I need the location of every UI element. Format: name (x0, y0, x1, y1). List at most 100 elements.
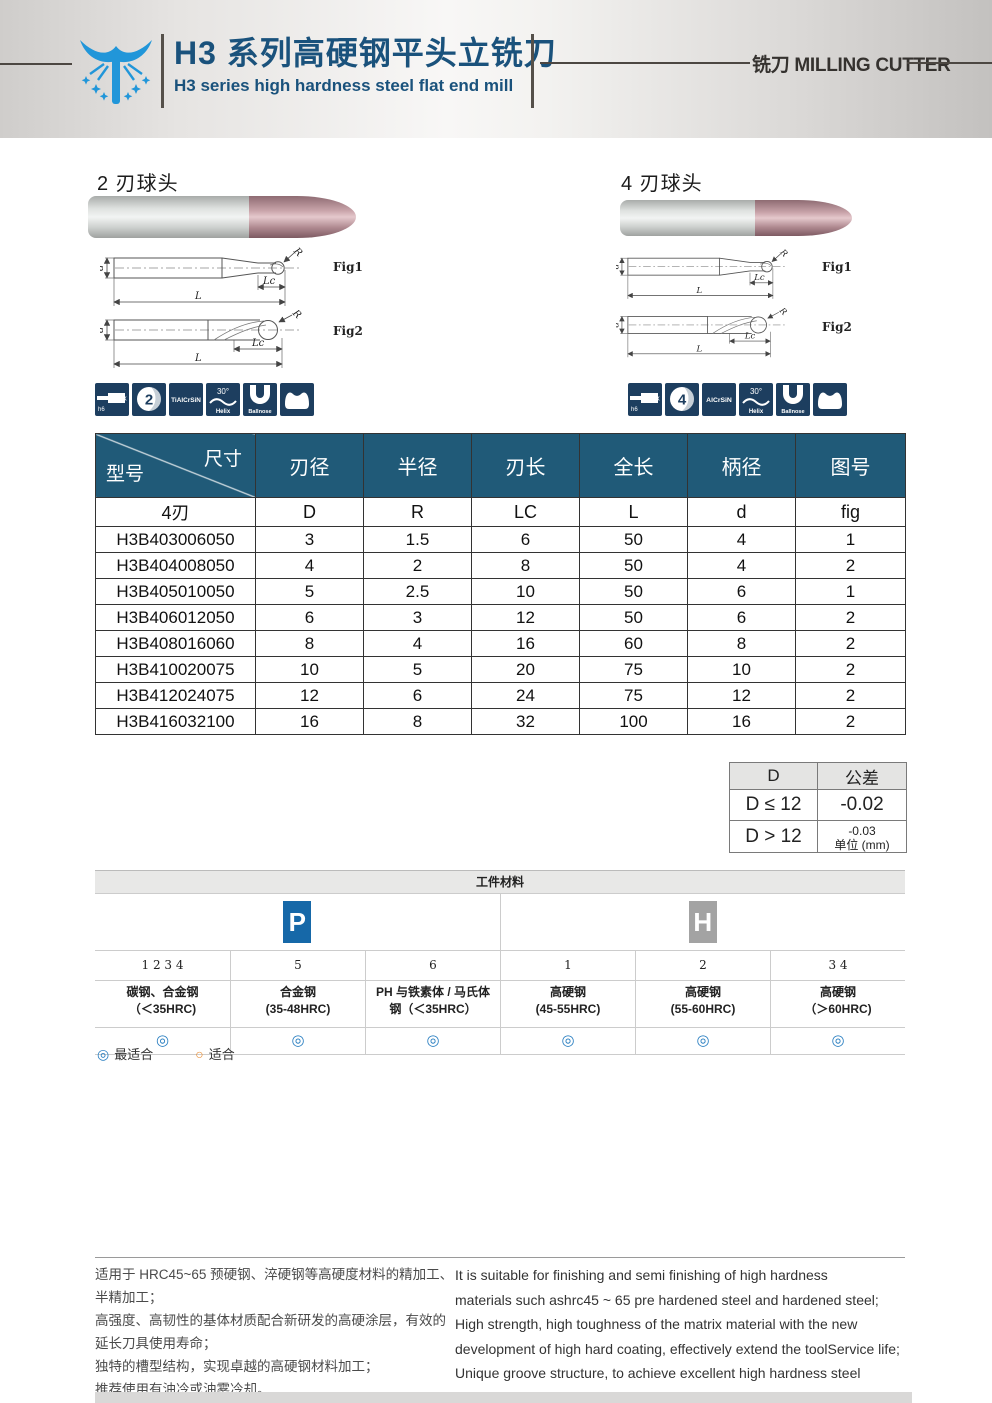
material-name-line1: 高硬钢 (549, 985, 586, 999)
helix-angle: 30° (217, 387, 229, 396)
dimension-drawing-fig1: d R Lc L Fig1 (100, 246, 390, 312)
value-cell: 50 (579, 552, 688, 579)
value-cell: 4 (687, 552, 796, 579)
dim-label-lc: Lc (744, 331, 756, 341)
subheader-cell: d (687, 497, 796, 527)
helix-angle: 30° (750, 387, 762, 396)
value-cell: 6 (363, 682, 472, 709)
model-cell: H3B403006050 (95, 526, 256, 553)
material-name-row: 碳钢、合金钢 （＜35HRC) 合金钢 (35-48HRC) PH 与铁素体 /… (95, 981, 905, 1028)
description-chinese: 适用于 HRC45~65 预硬钢、淬硬钢等高硬度材料的精加工、 半精加工； 高强… (95, 1263, 467, 1401)
value-cell: 16 (471, 630, 580, 657)
table-row: H3B416032100 16 8 32 100 16 2 (95, 708, 906, 735)
suitable-label: 适合 (208, 1047, 235, 1062)
table-row: D ≤ 12 -0.02 (729, 789, 907, 821)
description-english: It is suitable for finishing and semi fi… (455, 1263, 925, 1403)
suitability-mark: ◎ (155, 1032, 170, 1049)
profile-shape-icon (280, 383, 314, 416)
value-cell: 32 (471, 708, 580, 735)
material-name: 高硬钢 (55-60HRC) (635, 981, 770, 1027)
value-cell: 12 (687, 682, 796, 709)
description-line: 半精加工； (95, 1290, 163, 1305)
material-name: PH 与铁素体 / 马氏体 钢（＜35HRC） (365, 981, 500, 1027)
dim-label-l: L (696, 285, 703, 295)
suitability-mark: ◎ (635, 1028, 770, 1054)
spec-subheader-row: 4刃 D R LC L d fig (95, 497, 906, 527)
category-left-rule (540, 62, 750, 64)
table-row: H3B408016060 8 4 16 60 8 2 (95, 630, 906, 657)
helix-angle-icon: 30° Helix (739, 383, 773, 416)
material-name-line2: （＞60HRC) (804, 1002, 872, 1016)
profile-shape-icon (813, 383, 847, 416)
table-row: H3B403006050 3 1.5 6 50 4 1 (95, 526, 906, 553)
material-suitability-row: ◎ ◎ ◎ ◎ ◎ ◎ (95, 1028, 905, 1055)
description-line: High strength, high toughness of the mat… (455, 1316, 858, 1332)
value-cell: 10 (255, 656, 364, 683)
value-cell: 5 (255, 578, 364, 605)
value-cell: 16 (255, 708, 364, 735)
suitable-symbol: ○ (195, 1046, 204, 1062)
flute-count: 4 (678, 392, 687, 409)
spec-header-row: 型号 尺寸 刃径 半径 刃长 全长 柄径 图号 (95, 433, 906, 498)
model-cell: H3B404008050 (95, 552, 256, 579)
material-name-line1: 高硬钢 (684, 985, 721, 999)
dimension-drawing-fig2: d R Lc L Fig2 (616, 308, 866, 364)
subheader-cell: 4刃 (95, 497, 256, 527)
best-fit-symbol: ◎ (97, 1046, 110, 1062)
dim-label-l: L (194, 353, 202, 364)
value-cell: 8 (687, 630, 796, 657)
helix-label: Helix (749, 409, 764, 415)
material-group-h: H (499, 894, 906, 950)
subheader-cell: D (255, 497, 364, 527)
fig2-label: Fig2 (822, 320, 852, 334)
col-header-flute-length: 刃长 (471, 433, 580, 498)
dim-label-d: d (100, 265, 106, 271)
page-header: H3 系列高硬钢平头立铣刀 H3 series high hardness st… (0, 0, 992, 138)
value-cell: 6 (255, 604, 364, 631)
value-cell: 4 (687, 526, 796, 553)
value-cell: 12 (255, 682, 364, 709)
flute-count: 2 (145, 392, 153, 409)
legend-item-best: ◎ 最适合 (97, 1044, 153, 1063)
value-cell: 50 (579, 604, 688, 631)
footer-bar (95, 1392, 912, 1403)
title-left-divider (161, 34, 164, 108)
material-name: 合金钢 (35-48HRC) (230, 981, 365, 1027)
value-cell: 24 (471, 682, 580, 709)
suitability-mark: ◎ (365, 1028, 500, 1054)
subheader-cell: fig (795, 497, 906, 527)
material-name-line2: 钢（＜35HRC） (389, 1002, 477, 1016)
suitability-mark: ◎ (230, 1028, 365, 1054)
model-cell: H3B412024075 (95, 682, 256, 709)
model-cell: H3B416032100 (95, 708, 256, 735)
value-cell: 3 (363, 604, 472, 631)
value-cell: 60 (579, 630, 688, 657)
ballnose-icon: Ballnose (243, 383, 277, 416)
helix-label: Helix (216, 409, 231, 415)
corner-row-label: 型号 (106, 464, 145, 485)
subheader-cell: LC (471, 497, 580, 527)
tolerance-col-tol: 公差 (817, 762, 907, 790)
material-name-line1: 高硬钢 (819, 985, 856, 999)
dim-label-lc: Lc (251, 338, 265, 349)
description-line: 延长刀具使用寿命； (95, 1336, 217, 1351)
dim-label-r: R (290, 246, 304, 259)
tool-shank (620, 200, 755, 236)
tolerance-value-small: -0.03 (848, 824, 876, 838)
value-cell: 10 (687, 656, 796, 683)
dim-label-l: L (696, 343, 703, 353)
col-header-fig: 图号 (795, 433, 906, 498)
feature-icons-2-flute: SHANK h6 2 TiAlCrSiN 30° Helix (95, 383, 314, 416)
spec-corner-cell: 型号 尺寸 (95, 433, 256, 498)
model-cell: H3B410020075 (95, 656, 256, 683)
best-fit-label: 最适合 (114, 1047, 154, 1062)
material-name: 高硬钢 （＞60HRC) (770, 981, 905, 1027)
dim-label-r: R (778, 248, 791, 259)
value-cell: 2 (795, 552, 906, 579)
brand-logo-icon (80, 40, 152, 104)
spec-table: 型号 尺寸 刃径 半径 刃长 全长 柄径 图号 4刃 D R LC L d fi… (95, 433, 906, 735)
value-cell: 12 (471, 604, 580, 631)
section-heading-2-flute: 2 刃球头 (97, 173, 179, 195)
table-row: H3B410020075 10 5 20 75 10 2 (95, 656, 906, 683)
model-cell: H3B408016060 (95, 630, 256, 657)
